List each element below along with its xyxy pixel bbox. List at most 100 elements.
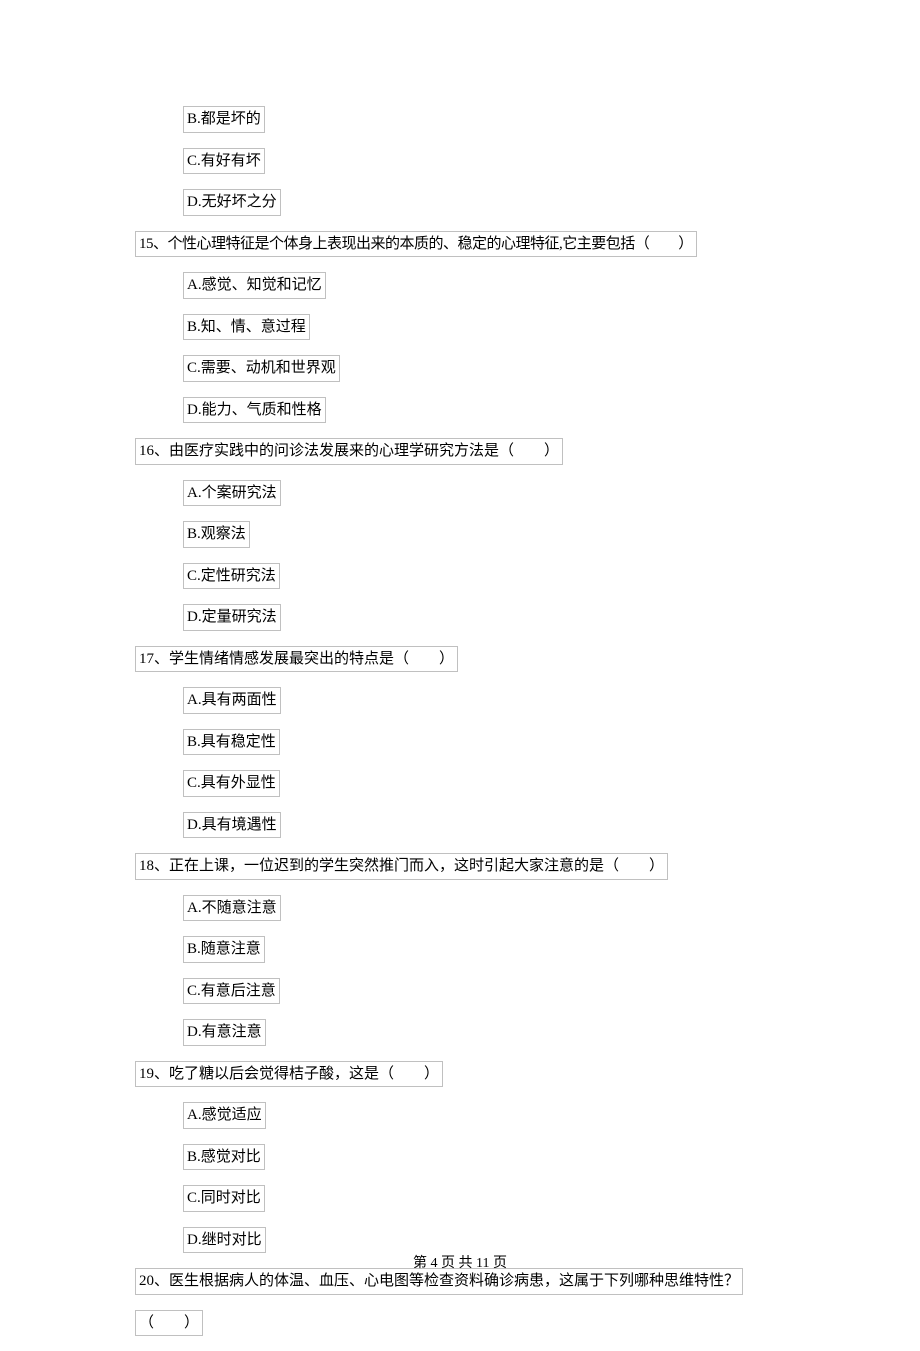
option-item: D.能力、气质和性格 <box>183 397 326 424</box>
option-text: 定量研究法 <box>202 609 277 625</box>
option-row: B.感觉对比 <box>135 1144 785 1186</box>
option-label: A. <box>187 1107 202 1123</box>
option-row: C.需要、动机和世界观 <box>135 355 785 397</box>
option-label: B. <box>187 1149 201 1165</box>
option-label: D. <box>187 609 202 625</box>
option-text: 感觉、知觉和记忆 <box>202 277 322 293</box>
option-item: D.有意注意 <box>183 1019 266 1046</box>
option-item: C.有好有坏 <box>183 148 265 175</box>
question-stem: 16、由医疗实践中的问诊法发展来的心理学研究方法是（ ） <box>135 438 563 465</box>
option-label: C. <box>187 775 201 791</box>
question-text: 吃了糖以后会觉得桔子酸，这是（ ） <box>169 1066 439 1082</box>
option-text: 同时对比 <box>201 1190 261 1206</box>
option-row: C.有意后注意 <box>135 978 785 1020</box>
option-text: 知、情、意过程 <box>201 319 306 335</box>
question-row-16: 16、由医疗实践中的问诊法发展来的心理学研究方法是（ ） <box>135 438 785 480</box>
option-text: 有意注意 <box>202 1024 262 1040</box>
question-row-18: 18、正在上课，一位迟到的学生突然推门而入，这时引起大家注意的是（ ） <box>135 853 785 895</box>
option-text: 具有两面性 <box>202 692 277 708</box>
option-label: C. <box>187 153 201 169</box>
option-item: C.有意后注意 <box>183 978 280 1005</box>
option-label: B. <box>187 526 201 542</box>
option-row: B.随意注意 <box>135 936 785 978</box>
option-label: B. <box>187 319 201 335</box>
option-item: A.个案研究法 <box>183 480 281 507</box>
option-item: A.具有两面性 <box>183 687 281 714</box>
question-number: 19、 <box>139 1066 169 1082</box>
option-item: A.不随意注意 <box>183 895 281 922</box>
option-item: D.定量研究法 <box>183 604 281 631</box>
option-label: B. <box>187 941 201 957</box>
option-row: A.个案研究法 <box>135 480 785 522</box>
page-footer: 第 4 页 共 11 页 <box>0 1253 920 1274</box>
option-label: D. <box>187 817 202 833</box>
question-text: 医生根据病人的体温、血压、心电图等检查资料确诊病患，这属于下列哪种思维特性？ <box>169 1273 739 1289</box>
question-row-15: 15、个性心理特征是个体身上表现出来的本质的、稳定的心理特征,它主要包括（ ） <box>135 231 785 273</box>
option-row: B.知、情、意过程 <box>135 314 785 356</box>
option-label: C. <box>187 1190 201 1206</box>
question-number: 17、 <box>139 651 169 667</box>
option-item: A.感觉、知觉和记忆 <box>183 272 326 299</box>
option-row: B.观察法 <box>135 521 785 563</box>
option-item: C.需要、动机和世界观 <box>183 355 340 382</box>
option-item: B.感觉对比 <box>183 1144 265 1171</box>
option-label: D. <box>187 1232 202 1248</box>
question-row-20-cont: （ ） <box>135 1310 785 1351</box>
option-row: A.不随意注意 <box>135 895 785 937</box>
option-label: C. <box>187 360 201 376</box>
option-item: B.知、情、意过程 <box>183 314 310 341</box>
option-label: C. <box>187 983 201 999</box>
option-row: C.同时对比 <box>135 1185 785 1227</box>
option-item: D.具有境遇性 <box>183 812 281 839</box>
option-text: 无好坏之分 <box>202 194 277 210</box>
option-text: 能力、气质和性格 <box>202 402 322 418</box>
option-row: A.感觉、知觉和记忆 <box>135 272 785 314</box>
option-row: A.具有两面性 <box>135 687 785 729</box>
option-row: C.定性研究法 <box>135 563 785 605</box>
option-text: 都是坏的 <box>201 111 261 127</box>
question-row-17: 17、学生情绪情感发展最突出的特点是（ ） <box>135 646 785 688</box>
option-text: 随意注意 <box>201 941 261 957</box>
option-item: C.定性研究法 <box>183 563 280 590</box>
option-text: 个案研究法 <box>202 485 277 501</box>
option-item: D.无好坏之分 <box>183 189 281 216</box>
option-item: C.具有外显性 <box>183 770 280 797</box>
option-label: D. <box>187 194 202 210</box>
option-text: 感觉适应 <box>202 1107 262 1123</box>
option-row: D.定量研究法 <box>135 604 785 646</box>
question-text: 由医疗实践中的问诊法发展来的心理学研究方法是（ ） <box>169 443 559 459</box>
question-text: 学生情绪情感发展最突出的特点是（ ） <box>169 651 454 667</box>
question-number: 20、 <box>139 1273 169 1289</box>
option-row: D.具有境遇性 <box>135 812 785 854</box>
option-label: B. <box>187 111 201 127</box>
orphan-option-row: D.无好坏之分 <box>135 189 785 231</box>
option-text: 继时对比 <box>202 1232 262 1248</box>
option-item: B.具有稳定性 <box>183 729 280 756</box>
option-item: B.随意注意 <box>183 936 265 963</box>
question-stem: 15、个性心理特征是个体身上表现出来的本质的、稳定的心理特征,它主要包括（ ） <box>135 231 697 258</box>
option-text: 有意后注意 <box>201 983 276 999</box>
question-number: 18、 <box>139 858 169 874</box>
question-stem: 18、正在上课，一位迟到的学生突然推门而入，这时引起大家注意的是（ ） <box>135 853 668 880</box>
question-number: 16、 <box>139 443 169 459</box>
option-item: B.观察法 <box>183 521 250 548</box>
option-item: A.感觉适应 <box>183 1102 266 1129</box>
option-row: C.具有外显性 <box>135 770 785 812</box>
question-text: 正在上课，一位迟到的学生突然推门而入，这时引起大家注意的是（ ） <box>169 858 664 874</box>
option-text: 有好有坏 <box>201 153 261 169</box>
question-stem-cont: （ ） <box>135 1310 203 1337</box>
option-label: A. <box>187 900 202 916</box>
option-label: C. <box>187 568 201 584</box>
option-row: D.有意注意 <box>135 1019 785 1061</box>
option-item: D.继时对比 <box>183 1227 266 1254</box>
orphan-option-row: B.都是坏的 <box>135 106 785 148</box>
orphan-option-row: C.有好有坏 <box>135 148 785 190</box>
option-label: A. <box>187 692 202 708</box>
question-stem: 17、学生情绪情感发展最突出的特点是（ ） <box>135 646 458 673</box>
option-label: D. <box>187 1024 202 1040</box>
question-row-19: 19、吃了糖以后会觉得桔子酸，这是（ ） <box>135 1061 785 1103</box>
option-text: 不随意注意 <box>202 900 277 916</box>
page-number: 第 4 页 共 11 页 <box>413 1256 507 1271</box>
question-row-20: 20、医生根据病人的体温、血压、心电图等检查资料确诊病患，这属于下列哪种思维特性… <box>135 1268 785 1310</box>
option-label: A. <box>187 485 202 501</box>
